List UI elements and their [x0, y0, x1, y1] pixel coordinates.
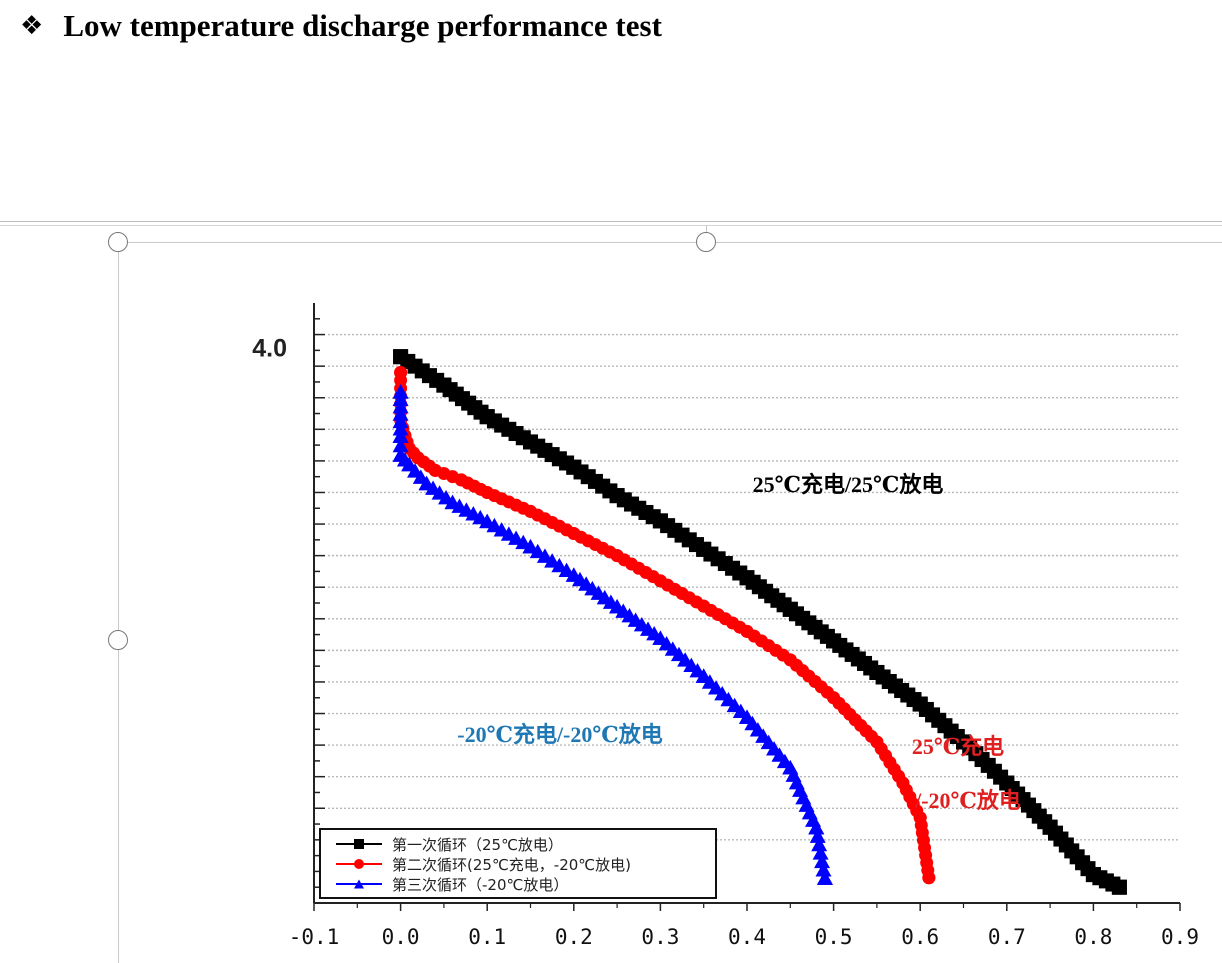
legend-marker — [354, 839, 364, 849]
x-tick-label: 0.6 — [901, 925, 939, 949]
curve-marker — [814, 853, 831, 869]
resize-handle-middle-left[interactable] — [108, 630, 128, 650]
curve-marker — [392, 406, 409, 421]
divider — [0, 225, 1222, 226]
curve-marker — [809, 828, 826, 843]
series-square — [393, 349, 1127, 895]
axes: -0.1 0.0 0.1 0.2 0.3 0.4 0.5 0.6 0.7 0.8 0.9 4.0 — [252, 303, 1199, 949]
curve-marker — [392, 384, 409, 399]
legend-label: 第三次循环（-20℃放电） — [392, 876, 568, 894]
x-tick-label: 0.8 — [1074, 925, 1112, 949]
curve-marker — [392, 437, 409, 453]
curve-marker — [392, 398, 409, 414]
x-tick-label: 0.9 — [1161, 925, 1199, 949]
curve-marker — [392, 421, 409, 436]
resize-handle-top-center[interactable] — [696, 232, 716, 252]
divider — [0, 221, 1222, 222]
curve-marker — [392, 413, 409, 429]
resize-handle-top-left[interactable] — [108, 232, 128, 252]
series-group — [392, 349, 1127, 895]
selection-frame-left — [118, 242, 119, 963]
legend: 第一次循环（25℃放电） 第二次循环(25℃充电，-20℃放电) 第三次循环（-20… — [319, 828, 717, 899]
curve-marker — [812, 845, 829, 860]
curve-marker — [392, 391, 409, 406]
x-tick-label: 0.7 — [988, 925, 1026, 949]
y-tick-label: 4.0 — [252, 335, 287, 363]
series-circle — [394, 365, 936, 885]
curve-marker — [1111, 879, 1127, 895]
heading-text: Low temperature discharge performance te… — [63, 8, 662, 43]
curve-marker — [816, 870, 833, 885]
curve-marker — [808, 820, 825, 835]
legend-marker — [354, 859, 364, 869]
annotations: 25℃充电/25℃放电 25℃充电 /-20℃放电 -20℃充电/-20℃放电 — [457, 472, 1021, 813]
selection-frame-top — [118, 242, 1222, 243]
diamond-bullet-icon: ❖ — [20, 11, 44, 41]
legend-label: 第一次循环（25℃放电） — [392, 836, 563, 854]
curve-marker — [815, 862, 832, 877]
curve-marker — [811, 836, 828, 852]
annotation-blue: -20℃充电/-20℃放电 — [457, 722, 663, 747]
annotation-red1: 25℃充电 — [912, 734, 1004, 759]
x-tick-label: 0.3 — [641, 925, 679, 949]
x-tick-label: 0.4 — [728, 925, 766, 949]
x-tick-label: -0.1 — [289, 925, 340, 949]
annotation-red2: /-20℃放电 — [914, 788, 1021, 813]
legend-marker — [354, 879, 364, 889]
series-triangle — [392, 384, 833, 885]
x-tick-label: 0.2 — [555, 925, 593, 949]
legend-label: 第二次循环(25℃充电，-20℃放电) — [392, 856, 631, 874]
x-tick-label: 0.0 — [382, 925, 420, 949]
x-tick-label: 0.1 — [468, 925, 506, 949]
curve-marker — [922, 871, 936, 885]
x-tick-label: 0.5 — [815, 925, 853, 949]
annotation-black: 25℃充电/25℃放电 — [753, 472, 944, 497]
series-line — [399, 372, 930, 878]
legend-box — [319, 828, 717, 899]
page-heading: ❖ Low temperature discharge performance … — [20, 6, 662, 46]
curve-marker — [392, 428, 409, 443]
